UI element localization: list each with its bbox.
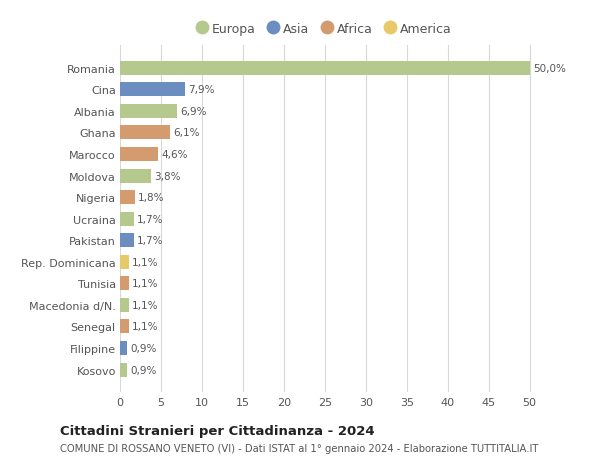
Text: 0,9%: 0,9% [131,365,157,375]
Text: 1,7%: 1,7% [137,235,164,246]
Text: COMUNE DI ROSSANO VENETO (VI) - Dati ISTAT al 1° gennaio 2024 - Elaborazione TUT: COMUNE DI ROSSANO VENETO (VI) - Dati IST… [60,443,538,453]
Text: 50,0%: 50,0% [533,64,566,73]
Text: 3,8%: 3,8% [154,171,181,181]
Bar [120,234,134,248]
Text: 1,7%: 1,7% [137,214,164,224]
Text: 1,1%: 1,1% [132,279,159,289]
Bar [120,363,127,377]
Bar [120,212,134,226]
Legend: Europa, Asia, Africa, America: Europa, Asia, Africa, America [197,22,452,36]
Bar [120,190,135,205]
Bar [120,105,176,118]
Text: 1,1%: 1,1% [132,300,159,310]
Bar [120,277,129,291]
Text: 4,6%: 4,6% [161,150,187,160]
Text: 7,9%: 7,9% [188,85,214,95]
Bar [120,255,129,269]
Bar [120,148,158,162]
Bar [120,341,127,355]
Text: 6,9%: 6,9% [180,106,206,117]
Bar [120,320,129,334]
Bar [120,62,530,76]
Text: 1,1%: 1,1% [132,257,159,267]
Text: 1,1%: 1,1% [132,322,159,332]
Text: Cittadini Stranieri per Cittadinanza - 2024: Cittadini Stranieri per Cittadinanza - 2… [60,424,374,437]
Bar [120,169,151,183]
Text: 6,1%: 6,1% [173,128,200,138]
Bar [120,83,185,97]
Text: 1,8%: 1,8% [138,193,164,203]
Text: 0,9%: 0,9% [131,343,157,353]
Bar [120,126,170,140]
Bar [120,298,129,312]
